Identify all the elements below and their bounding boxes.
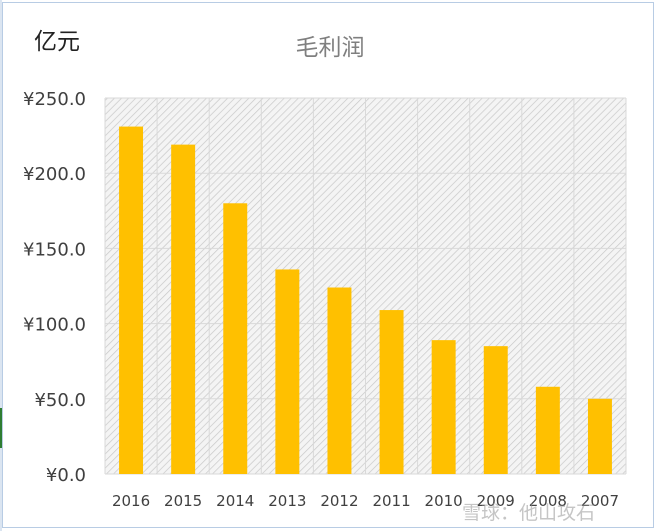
y-tick-label: ¥0.0 xyxy=(46,465,86,486)
bar-2014 xyxy=(223,203,248,474)
x-tick-label: 2010 xyxy=(425,492,463,510)
watermark: 雪球：他山攻石 xyxy=(462,502,596,524)
unit-label: 亿元 xyxy=(34,29,80,55)
y-tick-label: ¥100.0 xyxy=(23,315,86,336)
chart-title: 毛利润 xyxy=(295,35,365,61)
x-tick-label: 2012 xyxy=(320,492,358,510)
bar-2015 xyxy=(171,144,196,474)
bar-2013 xyxy=(275,269,300,474)
bar-2007 xyxy=(587,398,612,474)
bar-2016 xyxy=(119,126,144,475)
bar-2009 xyxy=(483,346,508,474)
x-tick-label: 2015 xyxy=(164,492,202,510)
x-tick-label: 2013 xyxy=(268,492,306,510)
sheet-marker xyxy=(0,408,3,448)
x-tick-label: 2008 xyxy=(529,492,567,510)
bar-2008 xyxy=(535,386,560,474)
bar-2010 xyxy=(431,340,456,474)
y-tick-label: ¥200.0 xyxy=(23,164,86,185)
y-tick-label: ¥150.0 xyxy=(23,239,86,260)
x-tick-label: 2016 xyxy=(112,492,150,510)
bar-2011 xyxy=(379,310,404,474)
y-tick-label: ¥50.0 xyxy=(34,390,86,411)
x-tick-label: 2014 xyxy=(216,492,254,510)
x-tick-label: 2011 xyxy=(372,492,410,510)
x-tick-label: 2007 xyxy=(581,492,619,510)
window-edge xyxy=(0,0,2,531)
y-tick-label: ¥250.0 xyxy=(23,89,86,110)
bar-2012 xyxy=(327,287,352,474)
x-tick-label: 2009 xyxy=(477,492,515,510)
